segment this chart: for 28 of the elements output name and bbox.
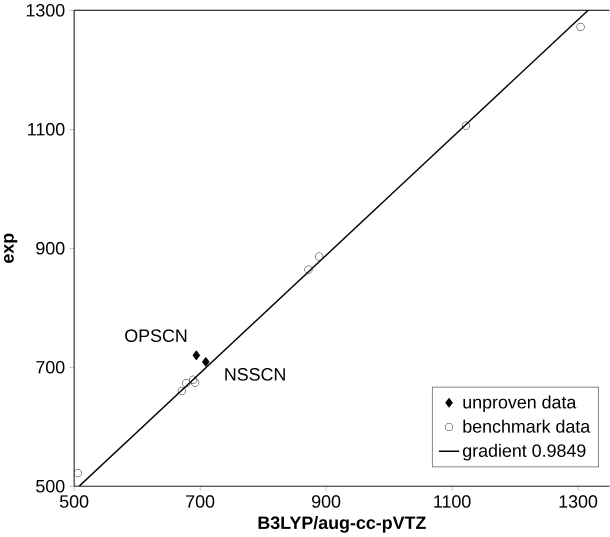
x-tick-label: 900 — [312, 495, 340, 508]
x-tick-label: 700 — [186, 495, 214, 508]
point — [189, 376, 198, 384]
x-tick-label: 1100 — [434, 495, 471, 508]
annotation: NSSCN — [225, 368, 285, 381]
point — [182, 379, 190, 388]
y-tick-label: 500 — [36, 480, 64, 493]
point — [191, 378, 200, 387]
point — [304, 266, 312, 274]
legend-label: gradient 0.9849 — [463, 444, 586, 461]
y-tick-label: 1300 — [26, 4, 64, 17]
x-tick-label: 1300 — [560, 495, 598, 508]
annotation: OPSCN — [125, 330, 186, 342]
y-tick-label: 700 — [36, 361, 64, 374]
y-tick-label: 1100 — [28, 123, 64, 136]
x-axis-title: B3LYP/aug-cc-pVTZ — [258, 516, 426, 533]
point — [178, 387, 186, 396]
y-axis-title: exp — [4, 234, 18, 264]
point — [202, 357, 210, 368]
legend-label: benchmark data — [463, 420, 590, 433]
point — [192, 350, 200, 360]
legend-label: unproven data — [463, 396, 576, 412]
point — [576, 23, 585, 32]
point — [315, 252, 324, 261]
point — [462, 122, 470, 130]
x-tick-label: 500 — [60, 495, 88, 508]
y-tick-label: 900 — [36, 242, 64, 255]
point — [74, 469, 82, 478]
